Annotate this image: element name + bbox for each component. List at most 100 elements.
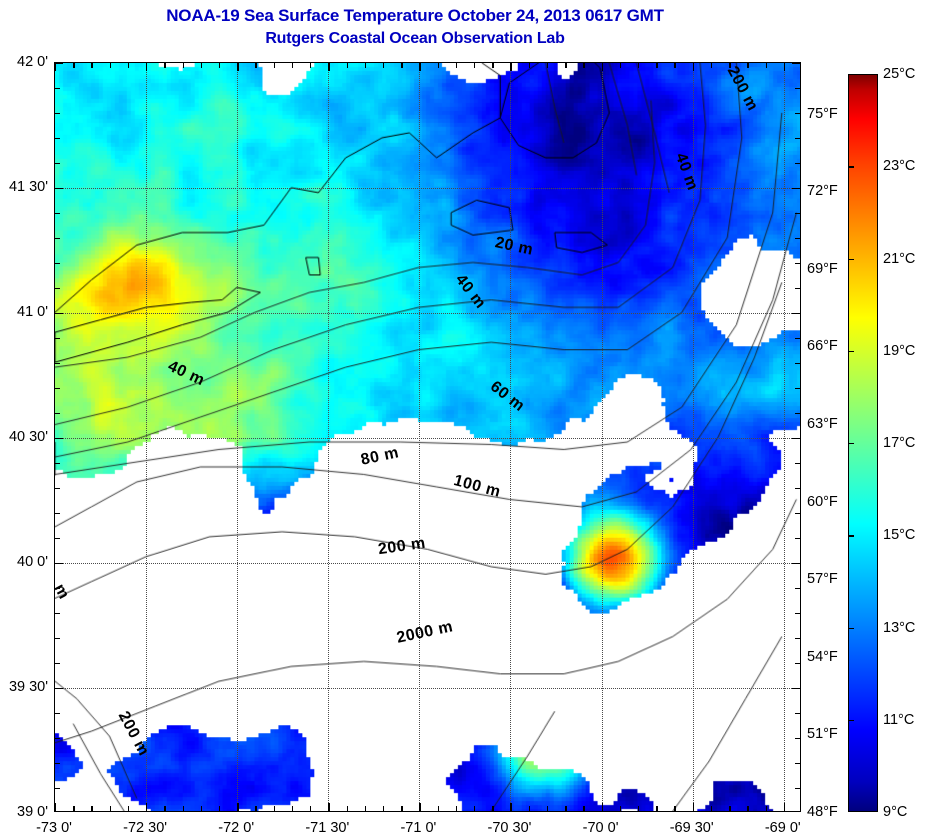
longitude-tick-label: -73 0'	[36, 820, 72, 836]
longitude-tick-label: -69 0'	[764, 820, 801, 836]
tick-latitude	[795, 263, 800, 265]
tick-longitude	[656, 63, 658, 68]
tick-longitude	[328, 803, 330, 811]
tick-latitude	[55, 363, 60, 365]
tick-longitude	[255, 63, 257, 68]
tick-longitude	[546, 63, 549, 68]
longitude-tick-label: -70 30'	[487, 820, 532, 836]
tick-latitude	[792, 563, 800, 565]
tick-latitude	[795, 113, 800, 115]
gridline-horizontal	[55, 188, 800, 189]
tick-latitude	[55, 538, 60, 540]
colorbar-tick	[848, 350, 854, 353]
colorbar-tick	[848, 443, 854, 445]
tick-longitude	[91, 806, 93, 811]
tick-latitude	[795, 538, 800, 540]
tick-latitude	[55, 63, 63, 65]
tick-latitude	[55, 288, 60, 290]
colorbar-tick	[848, 258, 854, 260]
tick-latitude	[55, 588, 60, 590]
tick-longitude	[528, 806, 531, 811]
tick-longitude	[419, 803, 421, 811]
tick-longitude	[638, 806, 640, 811]
tick-longitude	[364, 63, 367, 68]
tick-longitude	[200, 63, 203, 68]
page-subtitle: Rutgers Coastal Ocean Observation Lab	[265, 30, 565, 47]
tick-latitude	[795, 163, 800, 165]
tick-latitude	[55, 188, 63, 190]
tick-longitude	[55, 63, 57, 71]
tick-latitude	[795, 788, 800, 790]
tick-longitude	[455, 63, 458, 68]
tick-longitude	[619, 63, 622, 68]
tick-longitude	[146, 803, 148, 811]
tick-longitude	[601, 63, 603, 71]
fahrenheit-tick-label: 63°F	[807, 416, 838, 433]
tick-latitude	[55, 388, 60, 390]
tick-longitude	[492, 63, 494, 68]
tick-latitude	[795, 413, 800, 415]
longitude-tick-label: -72 30'	[123, 820, 168, 836]
tick-longitude	[401, 806, 403, 811]
tick-longitude	[237, 63, 239, 71]
colorbar-tick-label: 15°C	[883, 527, 916, 544]
fahrenheit-tick-label: 54°F	[807, 648, 838, 665]
tick-longitude	[601, 803, 603, 811]
tick-longitude	[729, 63, 731, 68]
gridline-horizontal	[55, 563, 800, 564]
latitude-tick-label: 41 30'	[8, 179, 48, 195]
fahrenheit-tick-label: 69°F	[807, 260, 838, 277]
tick-longitude	[765, 806, 767, 811]
tick-longitude	[747, 63, 749, 68]
tick-longitude	[710, 806, 713, 811]
tick-latitude	[792, 188, 800, 190]
tick-latitude	[55, 688, 63, 690]
tick-longitude	[273, 806, 276, 811]
tick-latitude	[55, 413, 60, 415]
colorbar-tick-label: 11°C	[883, 711, 915, 728]
tick-longitude	[291, 806, 294, 811]
tick-latitude	[55, 713, 60, 715]
tick-latitude	[55, 113, 60, 115]
tick-latitude	[55, 638, 60, 640]
tick-latitude	[792, 688, 800, 690]
tick-longitude	[437, 806, 439, 811]
tick-latitude	[55, 338, 60, 340]
tick-longitude	[127, 63, 130, 68]
fahrenheit-tick-label: 57°F	[807, 571, 838, 588]
colorbar-tick	[848, 627, 854, 629]
tick-longitude	[692, 803, 695, 811]
tick-latitude	[55, 138, 60, 140]
tick-longitude	[91, 63, 93, 68]
tick-latitude	[55, 513, 60, 515]
tick-latitude	[55, 563, 63, 565]
tick-longitude	[674, 806, 676, 811]
tick-latitude	[792, 438, 800, 440]
tick-latitude	[795, 288, 800, 290]
tick-longitude	[218, 806, 221, 811]
tick-longitude	[382, 63, 385, 68]
colorbar-tick-label: 23°C	[883, 158, 916, 175]
tick-longitude	[474, 63, 476, 68]
tick-longitude	[182, 63, 184, 68]
tick-longitude	[346, 63, 348, 68]
tick-longitude	[255, 806, 257, 811]
tick-longitude	[765, 63, 767, 68]
tick-latitude	[795, 213, 800, 215]
tick-longitude	[127, 806, 130, 811]
tick-latitude	[55, 238, 60, 240]
fahrenheit-tick-label: 75°F	[807, 105, 838, 122]
latitude-tick-label: 39 0'	[17, 804, 48, 820]
longitude-tick-label: -71 0'	[400, 820, 437, 836]
tick-latitude	[795, 88, 800, 90]
tick-longitude	[218, 63, 221, 68]
tick-longitude	[109, 63, 112, 68]
tick-latitude	[795, 513, 800, 515]
latitude-tick-label: 40 30'	[8, 429, 48, 445]
tick-longitude	[146, 63, 148, 71]
latitude-tick-label: 40 0'	[17, 554, 48, 570]
gridline-vertical	[601, 63, 603, 811]
tick-latitude	[795, 463, 800, 465]
fahrenheit-tick-label: 66°F	[807, 338, 838, 355]
